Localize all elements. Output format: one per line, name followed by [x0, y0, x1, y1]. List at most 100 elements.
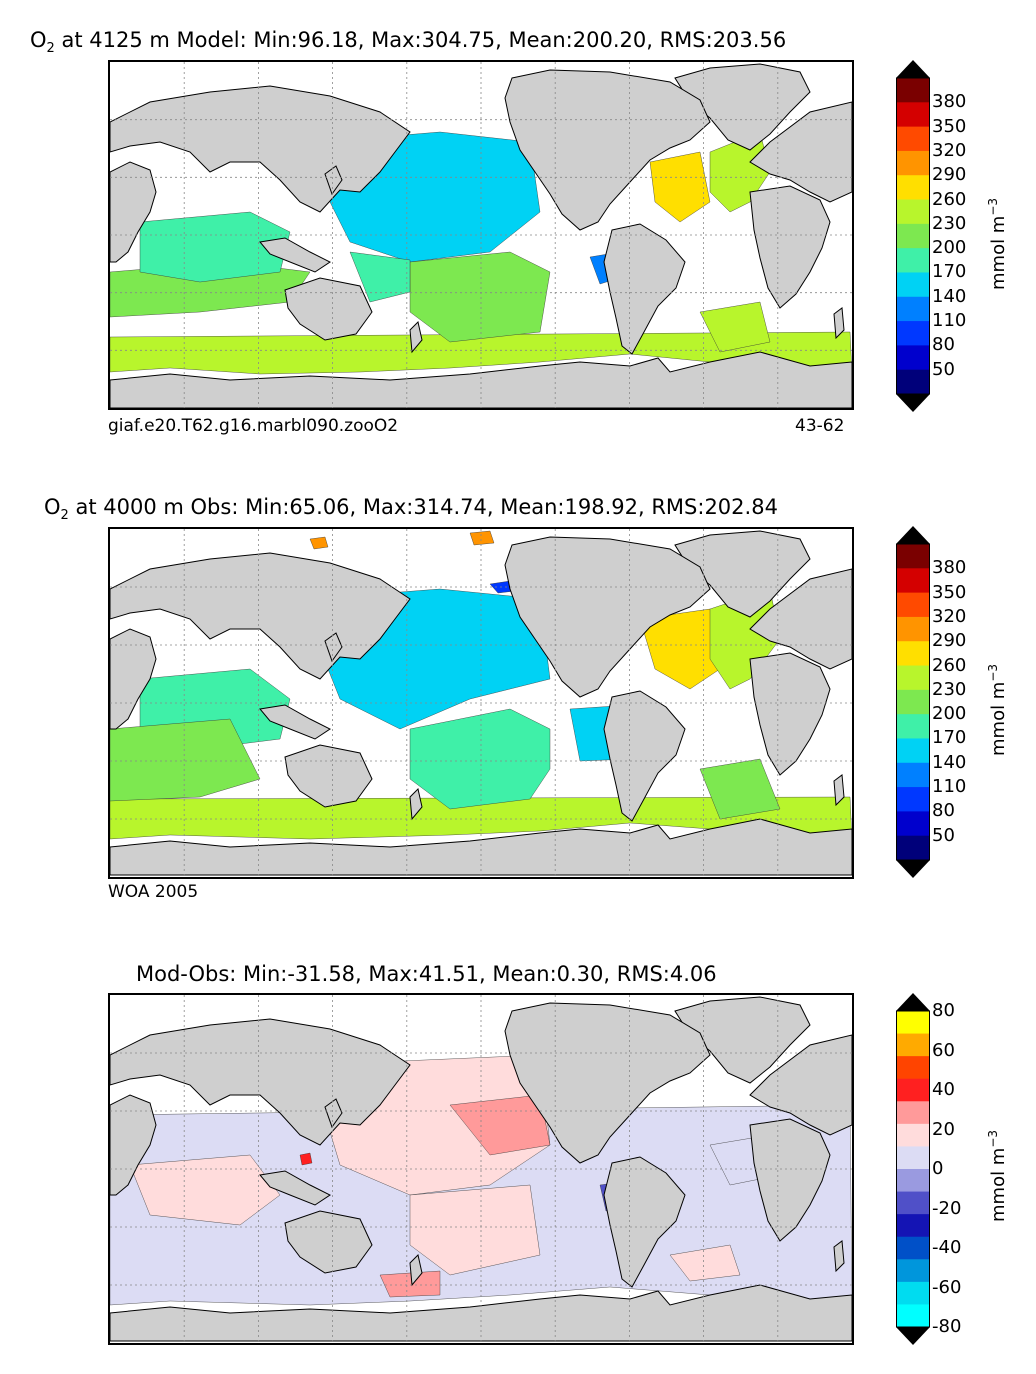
colorbar-swatch [896, 150, 930, 176]
colorbar-swatch [896, 126, 930, 152]
panel-3-colorbar-unit: mmol m−3 [986, 1129, 1009, 1222]
colorbar-tick-label: 80 [932, 800, 955, 822]
colorbar-extend-top [896, 60, 930, 78]
ocean-field-region [639, 608, 721, 690]
graticule [110, 529, 852, 877]
ocean-field-region [699, 758, 781, 820]
landmass-africa_like [110, 628, 157, 730]
landmass-northamerica [504, 1002, 711, 1164]
landmass-africa [749, 1118, 831, 1242]
colorbar-swatch [896, 199, 930, 225]
colorbar-swatch [896, 1033, 930, 1057]
colorbar-tick-label: 380 [932, 91, 967, 113]
colorbar-tick-label: 380 [932, 557, 967, 579]
landmass-nz [409, 321, 423, 354]
colorbar-tick-label: 290 [932, 164, 967, 186]
ocean-field-region [669, 1244, 741, 1282]
land-layer [110, 530, 852, 876]
colorbar-tick-label: 110 [932, 776, 967, 798]
ocean-field-region [110, 796, 852, 840]
colorbar-tick-label: 60 [932, 1039, 955, 1061]
colorbar-swatch [896, 1169, 930, 1193]
colorbar-swatch [896, 1011, 930, 1035]
panel-3-title: Mod-Obs: Min:-31.58, Max:41.51, Mean:0.3… [136, 962, 717, 986]
colorbar-swatch [896, 544, 930, 569]
field-layer [110, 131, 852, 375]
graticule [110, 995, 852, 1343]
colorbar-swatch [896, 369, 930, 395]
landmass-madagascar [833, 1240, 845, 1273]
ocean-field-region [409, 251, 551, 343]
ocean-field-region [449, 1094, 551, 1156]
colorbar-swatch [896, 787, 930, 812]
colorbar-swatch [896, 738, 930, 764]
ocean-field-region [299, 1152, 313, 1166]
colorbar-tick-label: 0 [932, 1158, 944, 1179]
panel-2-colorbar-unit: mmol m−3 [986, 663, 1009, 756]
landmass-eurasia_east [749, 568, 852, 670]
colorbar-swatch [896, 1304, 930, 1328]
colorbar-tick-label: 20 [932, 1118, 955, 1140]
panel-2-caption-left: WOA 2005 [108, 882, 199, 902]
landmass-madagascar [833, 307, 845, 340]
landmass-australia [284, 744, 373, 808]
colorbar-tick-label: 140 [932, 285, 967, 307]
colorbar-tick-label: 260 [932, 654, 967, 676]
panel-1-map [108, 60, 854, 410]
colorbar-tick-label: 170 [932, 727, 967, 749]
landmass-africa [749, 185, 831, 309]
colorbar-swatch [896, 1146, 930, 1170]
colorbar-swatch [896, 1078, 930, 1102]
colorbar-swatch [896, 1056, 930, 1080]
colorbar-tick-label: 80 [932, 1000, 955, 1021]
landmass-australia [284, 1210, 373, 1274]
colorbar-swatch [896, 1259, 930, 1283]
colorbar-tick-label: 320 [932, 139, 967, 161]
colorbar-swatch [896, 689, 930, 715]
colorbar-swatch [896, 78, 930, 103]
landmass-southamerica [603, 1156, 686, 1288]
land-layer [110, 996, 852, 1342]
panel-2-colorbar [896, 526, 930, 878]
panel-1-colorbar [896, 60, 930, 412]
landmass-madagascar [833, 774, 845, 807]
colorbar-tick-label: 50 [932, 358, 955, 380]
colorbar-swatch [896, 345, 930, 371]
landmass-antarctica [110, 1284, 852, 1342]
landmass-indonesia [259, 1170, 331, 1206]
colorbar-swatch [896, 811, 930, 837]
colorbar-tick-label: 40 [932, 1079, 955, 1100]
colorbar-swatch [896, 835, 930, 861]
colorbar-swatch [896, 1214, 930, 1238]
panel-2-title: O2 at 4000 m Obs: Min:65.06, Max:314.74,… [44, 495, 778, 524]
landmass-northamerica [504, 69, 711, 231]
landmass-nz [409, 788, 423, 821]
colorbar-swatch [896, 296, 930, 322]
colorbar-swatch [896, 1101, 930, 1125]
colorbar-swatch [896, 641, 930, 667]
landmass-eurasia_east [749, 1034, 852, 1136]
colorbar-swatch [896, 1191, 930, 1215]
ocean-field-region [409, 1184, 541, 1276]
colorbar-tick-label: 260 [932, 188, 967, 210]
colorbar-tick-label: -80 [932, 1316, 962, 1337]
colorbar-extend-bottom [896, 394, 930, 412]
panel-1-caption-left: giaf.e20.T62.g16.marbl090.zooO2 [108, 416, 399, 436]
colorbar-swatch [896, 1236, 930, 1260]
landmass-northamerica [504, 536, 711, 698]
landmass-indonesia [259, 704, 331, 740]
ocean-field-region [649, 151, 711, 223]
colorbar-swatch [896, 616, 930, 642]
ocean-field-region [309, 536, 329, 550]
panel-1-caption-right: 43-62 [795, 416, 845, 436]
colorbar-swatch [896, 762, 930, 788]
colorbar-tick-label: 80 [932, 334, 955, 356]
landmass-africa [749, 652, 831, 776]
colorbar-tick-label: 290 [932, 630, 967, 652]
ocean-field-region [139, 211, 291, 283]
colorbar-tick-label: 200 [932, 237, 967, 259]
colorbar-swatch [896, 102, 930, 128]
colorbar-tick-label: 200 [932, 703, 967, 725]
colorbar-tick-label: 350 [932, 581, 967, 603]
colorbar-tick-label: 230 [932, 212, 967, 234]
